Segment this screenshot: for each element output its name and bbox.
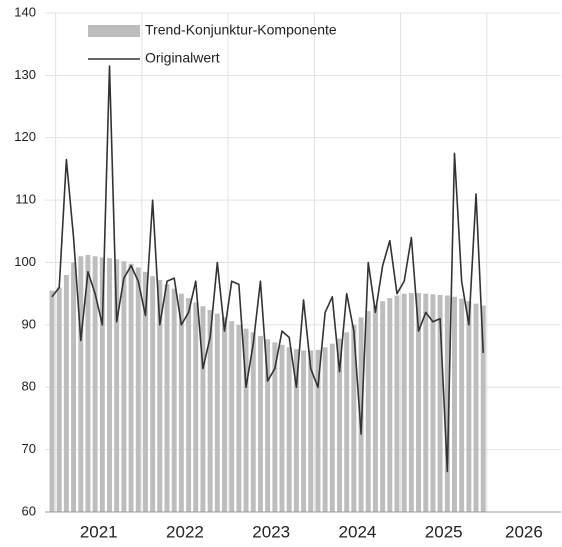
bar — [293, 349, 299, 512]
bar — [150, 276, 156, 512]
bar — [329, 343, 335, 512]
bar — [63, 274, 69, 512]
bar — [423, 293, 429, 512]
bar — [193, 302, 199, 512]
bar — [466, 301, 472, 512]
bar — [358, 317, 364, 512]
x-tick-label: 2024 — [339, 522, 377, 541]
bar — [49, 290, 55, 512]
y-tick-label: 80 — [22, 379, 36, 394]
bar — [229, 321, 235, 512]
bar — [143, 271, 148, 512]
bar — [459, 298, 465, 512]
bar — [351, 324, 357, 512]
bar — [372, 305, 378, 512]
y-tick-label: 120 — [14, 129, 36, 144]
bar — [301, 350, 307, 512]
bar — [480, 305, 486, 512]
bar — [272, 342, 278, 512]
y-tick-label: 100 — [14, 254, 36, 269]
bar — [114, 259, 120, 512]
bar — [416, 293, 421, 512]
bar — [401, 293, 407, 512]
bar — [200, 306, 206, 512]
legend-label: Trend-Konjunktur-Komponente — [145, 22, 337, 38]
y-tick-label: 130 — [14, 67, 36, 82]
bar — [337, 338, 342, 512]
y-tick-label: 60 — [22, 503, 36, 518]
bar — [186, 298, 192, 512]
bar — [121, 261, 127, 512]
bar — [128, 263, 134, 512]
bar — [315, 349, 321, 512]
bar — [437, 294, 443, 512]
bar — [322, 347, 328, 512]
bar — [107, 258, 112, 512]
bar — [157, 279, 163, 512]
bar — [56, 287, 62, 512]
bar — [257, 336, 263, 512]
x-tick-label: 2022 — [166, 522, 204, 541]
bar — [308, 350, 314, 512]
bar — [380, 301, 386, 512]
bar — [279, 344, 285, 512]
bar — [430, 294, 436, 512]
x-tick-label: 2021 — [80, 522, 118, 541]
bar — [394, 295, 400, 512]
bar — [135, 267, 141, 512]
y-tick-label: 70 — [22, 441, 36, 456]
bar — [207, 309, 213, 512]
bar — [243, 328, 249, 512]
bar — [78, 256, 84, 512]
bar — [387, 298, 393, 512]
y-tick-label: 90 — [22, 316, 36, 331]
bar — [236, 324, 242, 512]
bar — [250, 332, 256, 512]
bar — [444, 295, 450, 512]
bar — [265, 339, 271, 512]
line — [51, 65, 485, 473]
bar — [214, 313, 220, 512]
bar — [222, 317, 227, 512]
bar — [85, 255, 91, 512]
bar — [286, 347, 292, 512]
bar — [171, 288, 177, 512]
bar — [92, 256, 98, 512]
bar — [344, 332, 350, 512]
bar — [365, 311, 371, 512]
x-tick-label: 2023 — [252, 522, 290, 541]
bar — [473, 303, 479, 512]
y-tick-label: 110 — [15, 192, 36, 207]
x-tick-label: 2026 — [505, 522, 543, 541]
bar — [99, 257, 105, 512]
legend-label: Originalwert — [145, 50, 220, 66]
bar — [71, 262, 77, 512]
bar — [452, 296, 457, 512]
x-tick-label: 2025 — [425, 522, 463, 541]
bar — [164, 284, 170, 512]
legend-swatch — [88, 25, 140, 37]
y-tick-label: 140 — [14, 4, 36, 19]
bar — [408, 293, 414, 512]
bar — [178, 293, 184, 512]
